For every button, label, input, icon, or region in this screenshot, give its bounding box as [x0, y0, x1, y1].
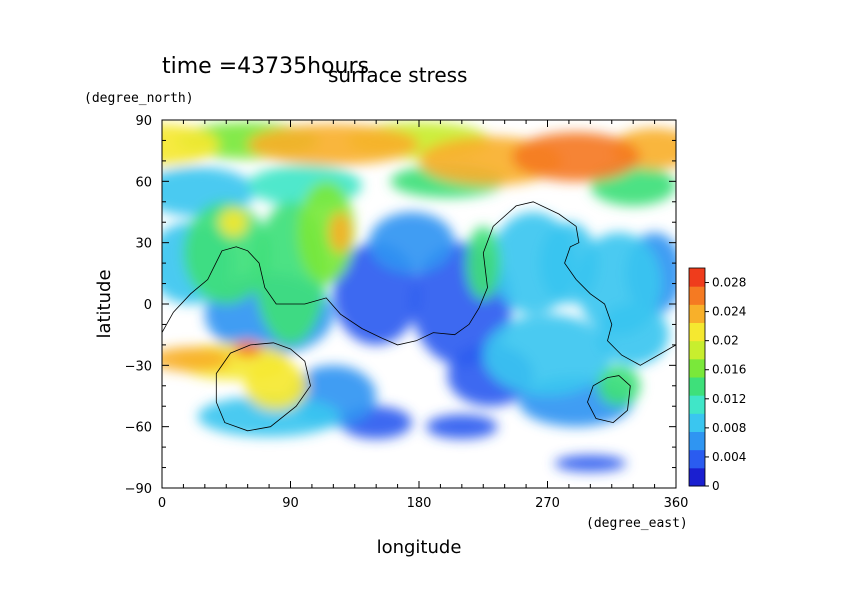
coastline	[162, 201, 676, 366]
field-blob	[597, 365, 641, 407]
x-axis-title: longitude	[377, 537, 462, 558]
field-blob	[483, 314, 612, 396]
colorbar-label: 0.02	[712, 334, 739, 348]
y-tick-label: −60	[125, 421, 152, 436]
field-blob	[162, 124, 220, 165]
y-tick-label: 30	[135, 237, 152, 252]
field-blob	[162, 346, 231, 372]
y-axis-title: latitude	[94, 269, 115, 338]
colorbar-segment	[689, 431, 705, 451]
x-tick-label: 0	[158, 496, 166, 511]
field-blob	[247, 124, 419, 165]
y-tick-label: 60	[135, 175, 152, 190]
colorbar-segment	[689, 467, 705, 487]
colorbar-segment	[689, 304, 705, 323]
y-unit-label: (degree_north)	[84, 91, 194, 106]
y-tick-label: 0	[144, 298, 152, 313]
field-blob	[490, 212, 577, 315]
coastlines	[162, 201, 676, 432]
colorbar-segment	[689, 322, 705, 342]
field-blob	[511, 132, 641, 182]
colorbar-segment	[689, 358, 705, 378]
x-tick-label: 360	[664, 496, 689, 511]
x-axis: 0 90 180 270 360	[158, 120, 689, 511]
y-axis: 90 60 30 0 −30 −60 −90	[125, 114, 676, 497]
chart-title: surface stress	[328, 63, 467, 87]
y-tick-label: −90	[125, 482, 152, 497]
colorbar-segment	[689, 377, 705, 396]
coastline	[587, 375, 631, 424]
field-blob	[183, 201, 270, 304]
colorbar-label: 0.024	[712, 305, 746, 319]
colorbar-segment	[689, 395, 705, 414]
x-unit-label: (degree_east)	[586, 516, 688, 531]
x-tick-label: 270	[535, 496, 560, 511]
field-blob	[466, 226, 501, 300]
colorbar: 0 0.004 0.008 0.012 0.016 0.02 0.024 0.028	[688, 267, 746, 493]
colorbar-frame	[688, 267, 706, 487]
colorbar-label: 0.012	[712, 392, 746, 406]
colorbar-label: 0	[712, 479, 720, 493]
x-tick-label: 90	[282, 496, 299, 511]
field-blob	[329, 212, 352, 253]
field-blob	[197, 396, 341, 437]
x-tick-label: 180	[407, 496, 432, 511]
stress-field	[162, 122, 676, 472]
field-blob	[219, 207, 248, 237]
field-blob	[597, 304, 669, 366]
colorbar-segment	[689, 449, 705, 469]
field-blob	[233, 340, 262, 358]
time-label: time =43735hours	[162, 54, 369, 79]
y-tick-label: 90	[135, 114, 152, 129]
field-blob	[369, 212, 455, 274]
colorbar-segment	[689, 286, 705, 305]
colorbar-label: 0.008	[712, 421, 746, 435]
colorbar-label: 0.004	[712, 450, 746, 464]
y-tick-label: −30	[125, 359, 152, 374]
field-blob	[426, 414, 498, 439]
coastline	[215, 342, 311, 432]
field-blob	[297, 181, 355, 284]
colorbar-label: 0.028	[712, 276, 746, 290]
colorbar-segment	[689, 413, 705, 432]
field-blob	[244, 361, 308, 411]
field-base-layer	[162, 122, 676, 472]
field-blob	[554, 455, 627, 472]
colorbar-label: 0.016	[712, 363, 746, 377]
colorbar-segment	[689, 268, 705, 287]
colorbar-segment	[689, 340, 705, 360]
